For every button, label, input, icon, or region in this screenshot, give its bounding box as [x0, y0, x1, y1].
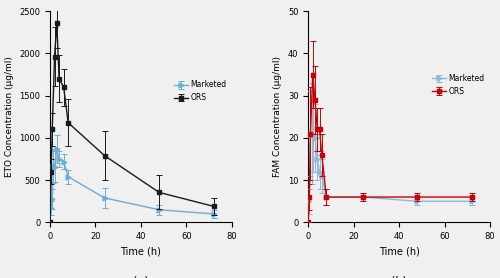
Legend: Marketed, ORS: Marketed, ORS — [431, 73, 486, 98]
Y-axis label: ETO Concentration (μg/ml): ETO Concentration (μg/ml) — [4, 56, 14, 177]
X-axis label: Time (h): Time (h) — [120, 247, 162, 257]
Text: (a): (a) — [133, 276, 148, 278]
Text: (b): (b) — [391, 276, 407, 278]
Legend: Marketed, ORS: Marketed, ORS — [173, 79, 228, 104]
Y-axis label: FAM Concentration (μg/ml): FAM Concentration (μg/ml) — [274, 56, 282, 177]
X-axis label: Time (h): Time (h) — [378, 247, 420, 257]
